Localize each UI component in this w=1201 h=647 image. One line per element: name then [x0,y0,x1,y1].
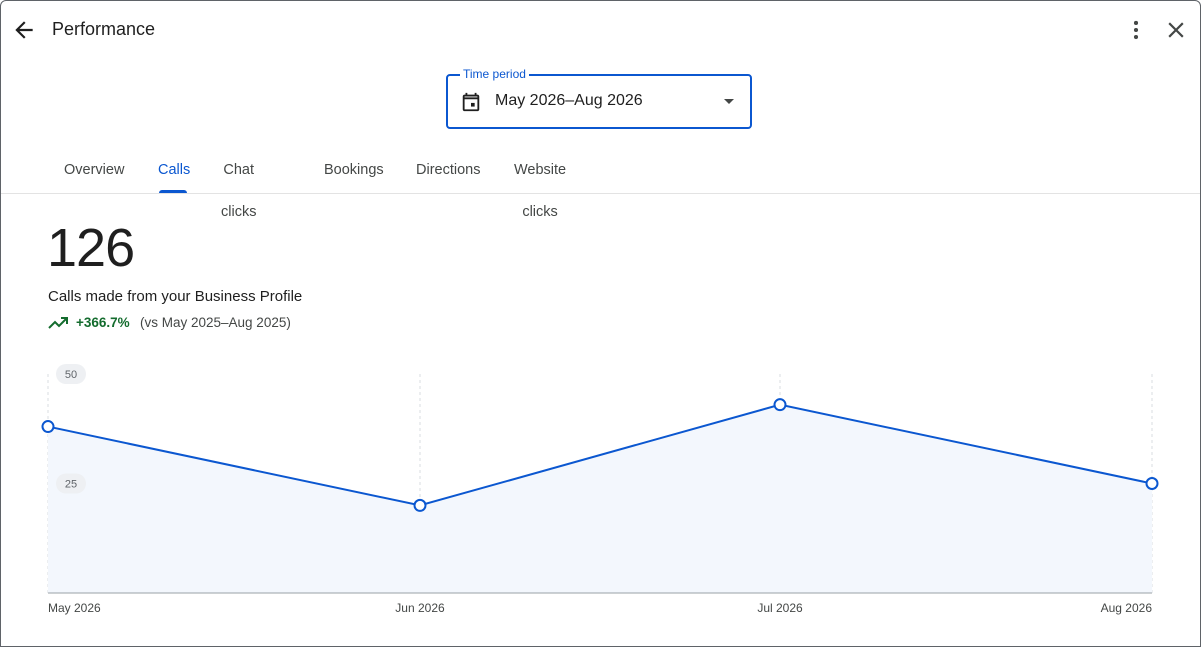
time-period-label: Time period [460,67,529,81]
more-options-button[interactable] [1123,17,1149,43]
arrow-back-icon [15,21,33,39]
y-tick-badge [56,364,86,384]
y-tick-label: 50 [65,369,77,381]
data-point [773,398,787,412]
metric-change: +366.7% [76,315,130,330]
arrow-drop-down-icon [724,99,734,104]
close-icon [1168,22,1184,38]
active-tab-indicator [159,190,187,193]
time-period-value: May 2026–Aug 2026 [495,92,643,109]
metric-comparison: (vs May 2025–Aug 2025) [140,315,291,330]
data-point [41,420,55,434]
page-title: Performance [52,19,156,39]
data-point [413,498,427,512]
tab-website-clicks[interactable]: Website clicks [514,162,567,220]
trending-up-icon [48,317,68,329]
x-tick-label: Jul 2026 [757,601,803,615]
tab-overview[interactable]: Overview [64,162,125,178]
series-line [47,403,1153,507]
close-button[interactable] [1163,17,1189,43]
metric-total: 126 [47,218,135,278]
metric-description: Calls made from your Business Profile [48,288,303,305]
tabs-divider [1,193,1200,194]
calendar-icon [462,92,480,112]
time-period-select[interactable]: Time period May 2026–Aug 2026 [446,67,752,129]
more-vert-icon [1133,20,1139,40]
tab-bookings[interactable]: Bookings [324,162,384,178]
calls-chart: 25 50 May 2026 Jun 2026 Jul 2026 Aug 2026 [41,364,1159,615]
x-tick-label: Jun 2026 [395,601,445,615]
back-button[interactable] [11,17,37,43]
y-tick-badge [56,473,86,494]
dialog-header: Performance [1,1,1200,59]
x-tick-label: May 2026 [48,601,101,615]
tab-calls[interactable]: Calls [158,162,191,178]
x-tick-label: Aug 2026 [1101,601,1153,615]
chart-area [48,404,1152,593]
y-tick-label: 25 [65,479,77,491]
tab-chat-clicks[interactable]: Chat clicks [221,162,257,220]
tab-directions[interactable]: Directions [416,162,481,178]
data-point [1145,477,1159,490]
